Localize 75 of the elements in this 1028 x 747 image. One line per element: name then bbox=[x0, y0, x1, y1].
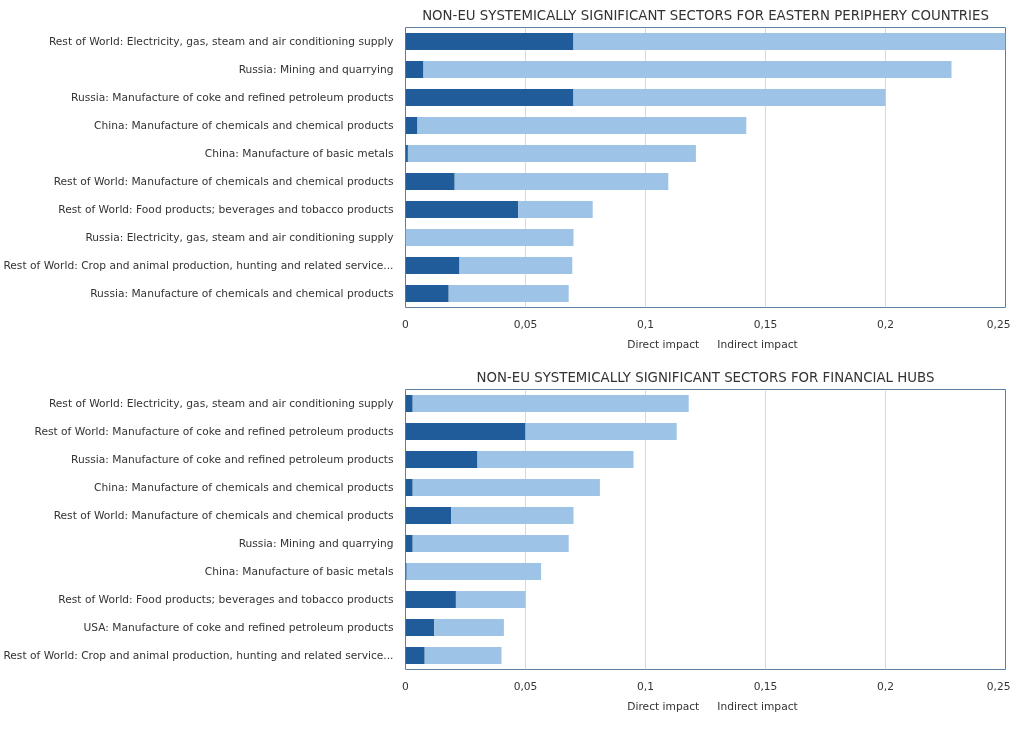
bar bbox=[405, 201, 519, 218]
y-tick-label: Russia: Manufacture of coke and refined petroleum products bbox=[71, 91, 394, 104]
y-tick-label: Russia: Mining and quarrying bbox=[238, 537, 394, 550]
text: Direct impact bbox=[627, 337, 700, 351]
bar bbox=[405, 173, 455, 190]
bar bbox=[454, 173, 669, 190]
bar bbox=[573, 89, 886, 106]
bar bbox=[405, 117, 418, 134]
bar bbox=[525, 423, 677, 440]
bar bbox=[448, 285, 569, 302]
y-tick-label: China: Manufacture of basic metals bbox=[204, 565, 394, 578]
bar bbox=[406, 563, 542, 580]
bar bbox=[424, 647, 502, 664]
bar bbox=[417, 117, 747, 134]
bar bbox=[405, 33, 574, 50]
bar bbox=[405, 591, 456, 608]
bar bbox=[405, 257, 460, 274]
bar bbox=[451, 507, 574, 524]
bar bbox=[412, 395, 689, 412]
bar bbox=[405, 61, 424, 78]
bar bbox=[405, 507, 452, 524]
text: Indirect impact bbox=[717, 699, 798, 713]
text: Direct impact bbox=[627, 699, 700, 713]
y-tick-label: Russia: Manufacture of coke and refined petroleum products bbox=[71, 453, 394, 466]
chart-title: NON-EU SYSTEMICALLY SIGNIFICANT SECTORS FOR EASTERN PERIPHERY COUNTRIES bbox=[422, 7, 989, 23]
x-tick-label: 0,2 bbox=[877, 679, 894, 693]
bar bbox=[407, 145, 696, 162]
bar bbox=[423, 61, 952, 78]
x-tick-label: 0 bbox=[402, 679, 410, 693]
x-tick-label: 0,1 bbox=[637, 317, 654, 331]
bar bbox=[405, 89, 574, 106]
x-tick-label: 0,25 bbox=[986, 317, 1011, 331]
y-tick-label: Russia: Electricity, gas, steam and air conditioning supply bbox=[85, 231, 394, 244]
y-tick-label: Rest of World: Crop and animal production, hunting and related service... bbox=[3, 649, 394, 662]
bar bbox=[405, 619, 435, 636]
bar bbox=[405, 285, 449, 302]
bar bbox=[412, 535, 569, 552]
bar bbox=[573, 33, 1006, 50]
bar bbox=[412, 479, 600, 496]
y-tick-label: Rest of World: Manufacture of chemicals and chemical products bbox=[53, 175, 394, 188]
bar bbox=[405, 647, 425, 664]
y-tick-label: Rest of World: Electricity, gas, steam and air conditioning supply bbox=[48, 397, 394, 410]
bar bbox=[518, 201, 593, 218]
x-tick-label: 0,05 bbox=[513, 317, 538, 331]
x-tick-label: 0,05 bbox=[513, 679, 538, 693]
bar bbox=[405, 423, 526, 440]
x-tick-label: 0 bbox=[402, 317, 410, 331]
x-tick-label: 0,1 bbox=[637, 679, 654, 693]
bar bbox=[405, 395, 413, 412]
y-tick-label: Rest of World: Electricity, gas, steam and air conditioning supply bbox=[48, 35, 394, 48]
y-tick-label: USA: Manufacture of coke and refined petroleum products bbox=[83, 621, 394, 634]
bar bbox=[455, 591, 526, 608]
y-tick-label: China: Manufacture of chemicals and chemical products bbox=[94, 119, 394, 132]
bar bbox=[405, 535, 413, 552]
y-tick-label: Rest of World: Food products; beverages and tobacco products bbox=[58, 203, 394, 216]
text: Indirect impact bbox=[717, 337, 798, 351]
x-tick-label: 0,2 bbox=[877, 317, 894, 331]
x-tick-label: 0,15 bbox=[753, 317, 778, 331]
bar bbox=[459, 257, 573, 274]
y-tick-label: Rest of World: Crop and animal production, hunting and related service... bbox=[3, 259, 394, 272]
y-tick-label: Russia: Mining and quarrying bbox=[238, 63, 394, 76]
y-tick-label: China: Manufacture of chemicals and chemical products bbox=[94, 481, 394, 494]
y-tick-label: Rest of World: Manufacture of chemicals and chemical products bbox=[53, 509, 394, 522]
bar bbox=[405, 229, 574, 246]
x-tick-label: 0,25 bbox=[986, 679, 1011, 693]
y-tick-label: China: Manufacture of basic metals bbox=[204, 147, 394, 160]
bar bbox=[405, 451, 478, 468]
chart-title: NON-EU SYSTEMICALLY SIGNIFICANT SECTORS FOR FINANCIAL HUBS bbox=[476, 369, 935, 385]
y-tick-label: Rest of World: Food products; beverages and tobacco products bbox=[58, 593, 394, 606]
y-tick-label: Russia: Manufacture of chemicals and chemical products bbox=[90, 287, 394, 300]
x-tick-label: 0,15 bbox=[753, 679, 778, 693]
y-tick-label: Rest of World: Manufacture of coke and refined petroleum products bbox=[34, 425, 394, 438]
bar bbox=[405, 479, 413, 496]
bar bbox=[477, 451, 634, 468]
bar bbox=[434, 619, 504, 636]
